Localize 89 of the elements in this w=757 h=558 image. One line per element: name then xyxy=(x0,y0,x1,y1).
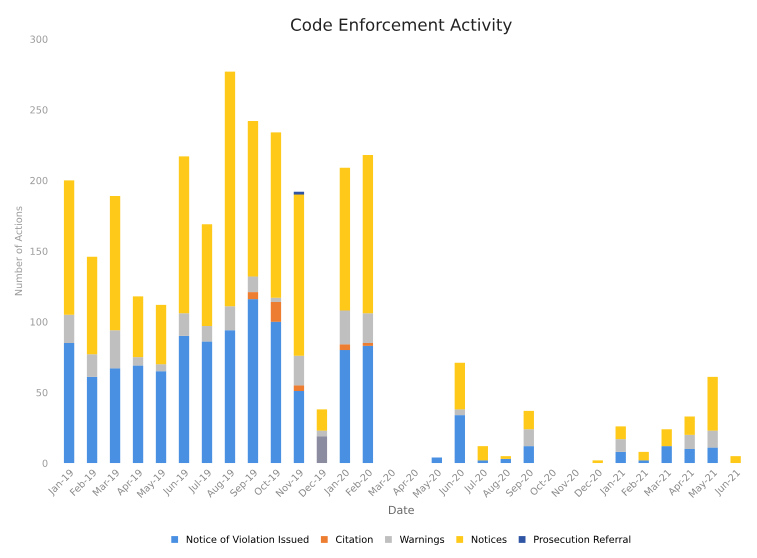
bar xyxy=(64,180,74,315)
bar xyxy=(592,460,603,464)
chart-title: Code Enforcement Activity xyxy=(291,18,512,34)
y-tick-label: 50 xyxy=(36,388,48,396)
bar xyxy=(86,256,98,354)
bar xyxy=(707,430,718,448)
bar xyxy=(454,415,465,464)
bar xyxy=(110,330,120,368)
y-tick-label: 150 xyxy=(30,248,48,255)
bar xyxy=(524,446,534,464)
bar xyxy=(707,448,718,464)
bar xyxy=(362,346,374,464)
legend-label: Warnings xyxy=(400,536,444,545)
bar xyxy=(454,409,465,416)
bar xyxy=(156,304,166,364)
bar xyxy=(316,409,328,431)
bar xyxy=(132,357,144,366)
bar xyxy=(294,192,304,195)
bar xyxy=(86,376,98,464)
legend-label: Prosecution Referral xyxy=(534,536,630,544)
legend-label: Notice of Violation Issued xyxy=(186,536,308,544)
y-tick-label: 250 xyxy=(30,106,48,114)
bar xyxy=(524,429,534,446)
bar xyxy=(110,196,120,330)
bar xyxy=(224,330,236,464)
bar xyxy=(202,342,212,464)
y-tick-label: 0 xyxy=(42,460,48,467)
bar xyxy=(432,457,442,464)
bar xyxy=(340,350,350,464)
bar xyxy=(248,276,258,292)
bar xyxy=(178,313,190,336)
bar xyxy=(202,224,212,326)
bar xyxy=(616,452,626,464)
bar xyxy=(478,460,488,464)
bar xyxy=(294,385,304,392)
bar xyxy=(316,436,328,464)
bar xyxy=(730,456,741,464)
bar xyxy=(454,362,465,410)
bar xyxy=(362,313,374,343)
bar xyxy=(316,430,328,436)
bar xyxy=(270,298,282,302)
bar xyxy=(362,154,374,314)
bar xyxy=(132,366,144,464)
bar xyxy=(707,376,718,431)
y-tick-label: 100 xyxy=(30,318,48,326)
bar xyxy=(248,292,258,300)
bar xyxy=(524,410,534,430)
bar xyxy=(294,194,304,356)
bar xyxy=(270,302,282,322)
bar xyxy=(64,314,74,343)
bar xyxy=(616,439,626,452)
bar xyxy=(684,449,695,464)
bar xyxy=(224,72,236,306)
bar xyxy=(294,391,304,464)
bar xyxy=(362,342,374,346)
bar xyxy=(684,416,695,435)
x-axis-title: Date xyxy=(389,506,414,514)
bar xyxy=(616,426,626,440)
bar xyxy=(638,452,649,460)
bar xyxy=(270,132,282,298)
bar xyxy=(478,446,488,460)
bar xyxy=(340,168,350,310)
bar xyxy=(638,460,649,464)
legend-label: Notices xyxy=(472,536,507,544)
bar xyxy=(64,342,74,464)
bar xyxy=(248,121,258,277)
legend-label: Citation xyxy=(336,536,373,544)
bar xyxy=(270,322,282,464)
bar xyxy=(110,368,120,464)
bar xyxy=(86,354,98,377)
bar xyxy=(178,336,190,464)
bar xyxy=(500,456,511,459)
bar xyxy=(224,306,236,330)
y-tick-label: 200 xyxy=(30,176,48,184)
bar xyxy=(662,429,672,446)
bar xyxy=(178,156,190,314)
bar xyxy=(248,299,258,464)
bar xyxy=(684,434,695,450)
bar xyxy=(662,446,672,464)
bar xyxy=(340,310,350,344)
bar xyxy=(156,364,166,372)
bar xyxy=(202,326,212,342)
bar xyxy=(132,296,144,358)
bar xyxy=(294,356,304,386)
bar xyxy=(156,371,166,464)
bar xyxy=(500,458,511,464)
y-tick-label: 300 xyxy=(30,36,48,43)
y-axis-title: Number of Actions xyxy=(14,206,22,296)
bar xyxy=(340,344,350,350)
